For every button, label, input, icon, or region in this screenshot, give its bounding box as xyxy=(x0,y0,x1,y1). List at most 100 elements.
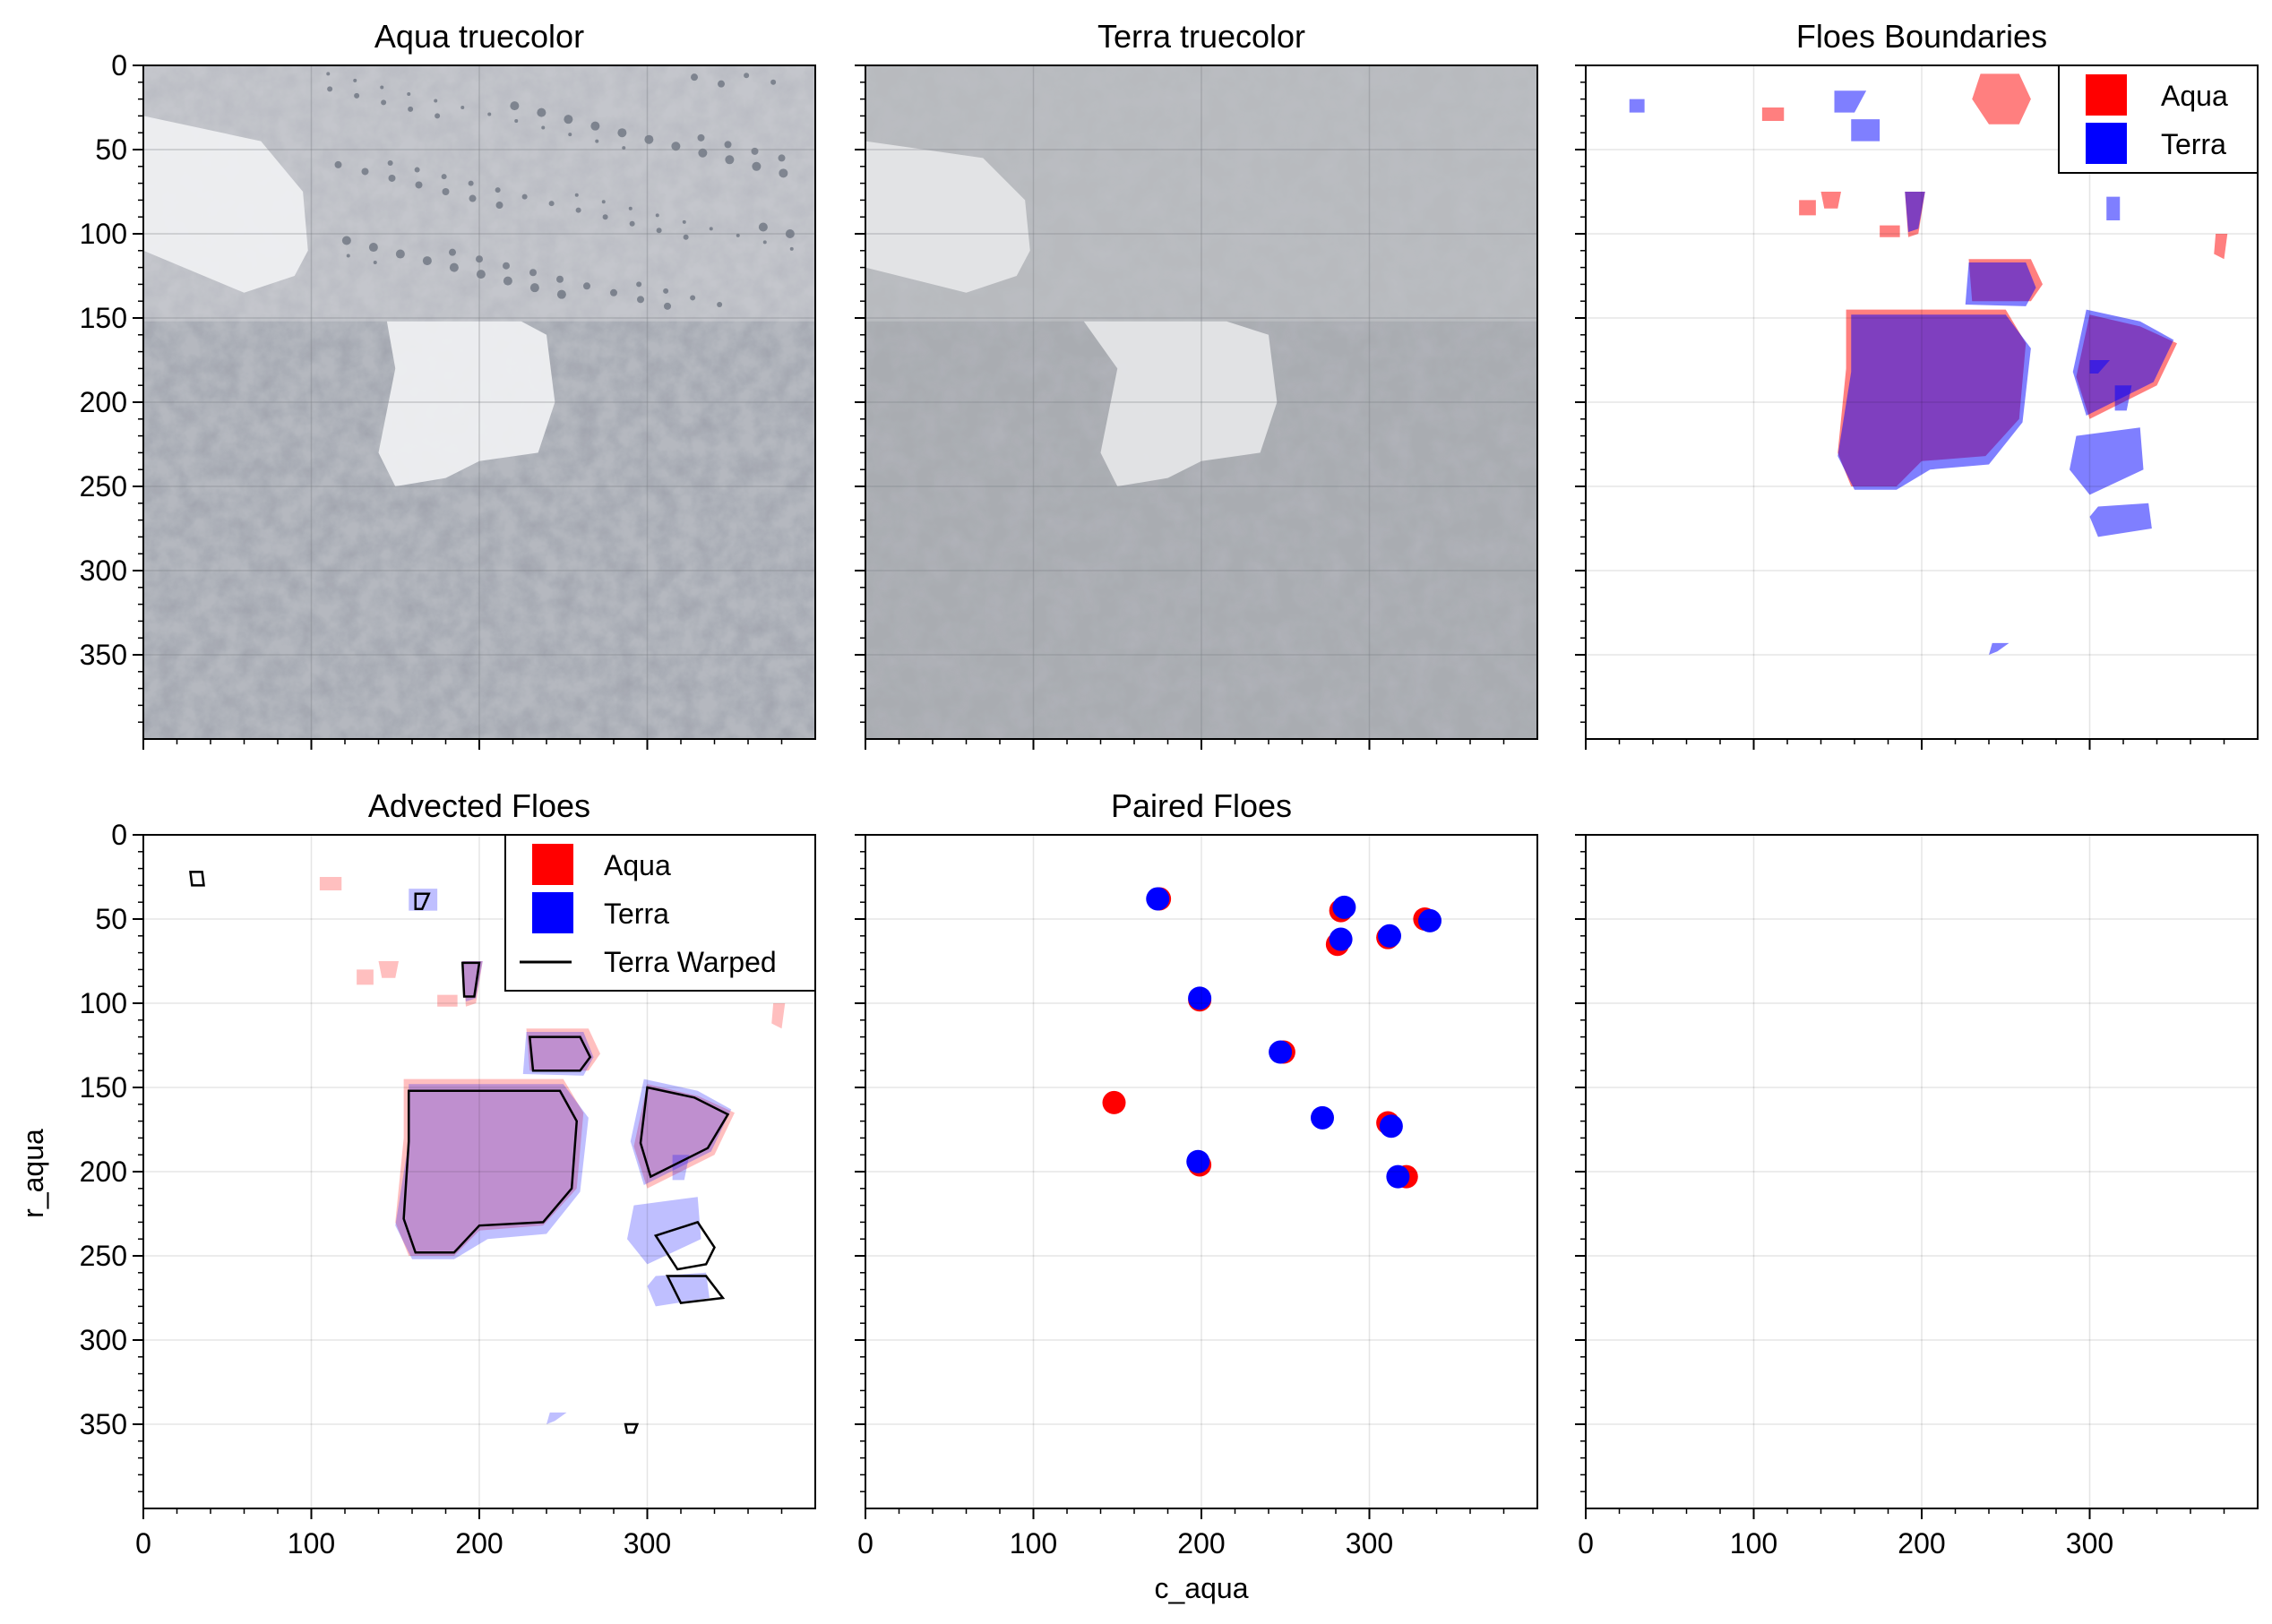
panel-title: Paired Floes xyxy=(1111,787,1292,824)
floe-area xyxy=(1834,90,1867,113)
y-tick-label: 200 xyxy=(80,1156,127,1188)
ice-floe xyxy=(143,116,308,293)
x-tick-label: 0 xyxy=(1578,1527,1594,1560)
dark-lead xyxy=(529,269,537,277)
dark-lead xyxy=(698,148,708,158)
dark-lead xyxy=(664,302,671,310)
dark-lead xyxy=(717,301,723,307)
dark-lead xyxy=(442,188,450,195)
dark-lead xyxy=(636,281,642,288)
dark-lead xyxy=(449,248,456,256)
dark-lead xyxy=(779,168,788,178)
floe-outline xyxy=(414,892,431,910)
dark-lead xyxy=(346,253,350,258)
scatter-point xyxy=(1378,924,1401,948)
x-tick-label: 200 xyxy=(1177,1527,1225,1560)
dark-lead xyxy=(495,202,503,210)
floe-area xyxy=(647,1272,710,1307)
y-tick-label: 100 xyxy=(80,218,127,250)
y-tick-label: 150 xyxy=(80,302,127,334)
x-tick-label: 300 xyxy=(1346,1527,1393,1560)
dark-lead xyxy=(537,107,546,117)
plot-area xyxy=(1586,65,2258,739)
dark-lead xyxy=(564,115,573,125)
floe-area xyxy=(522,1031,594,1076)
scatter-point xyxy=(1329,927,1353,951)
floe-outline xyxy=(528,1035,592,1072)
floe-outline xyxy=(665,1275,726,1304)
floe-area xyxy=(771,1003,786,1029)
dark-lead xyxy=(718,80,725,88)
legend-label: Terra xyxy=(2161,128,2226,160)
dark-lead xyxy=(762,240,767,245)
floe-area xyxy=(2114,385,2132,411)
floe-area xyxy=(1629,99,1645,113)
floe-area xyxy=(1837,314,2031,490)
dark-lead xyxy=(541,125,546,130)
floe-area xyxy=(1989,642,2010,655)
dark-lead xyxy=(622,146,626,150)
dark-lead xyxy=(610,288,617,296)
y-tick-label: 50 xyxy=(95,133,127,166)
plot-area xyxy=(865,65,1537,739)
x-tick-label: 0 xyxy=(135,1527,151,1560)
dark-lead xyxy=(368,243,378,253)
dark-lead xyxy=(381,99,387,106)
x-tick-label: 100 xyxy=(1730,1527,1777,1560)
dark-lead xyxy=(583,282,590,290)
dark-lead xyxy=(724,141,732,149)
floe-area xyxy=(357,969,374,985)
scatter-point xyxy=(1186,1149,1210,1173)
panel-title: Terra truecolor xyxy=(1097,18,1305,55)
plot-area xyxy=(143,835,815,1508)
dark-lead xyxy=(601,200,606,204)
dark-lead xyxy=(655,213,659,218)
dark-lead xyxy=(387,160,393,167)
legend-label: Aqua xyxy=(2161,80,2228,112)
x-axis-label: c_aqua xyxy=(1155,1572,1249,1604)
floe-outline xyxy=(460,961,481,998)
legend-label: Aqua xyxy=(604,849,671,881)
y-tick-label: 250 xyxy=(80,1240,127,1272)
floe-area xyxy=(437,994,458,1007)
dark-lead xyxy=(574,193,579,197)
dark-lead xyxy=(361,168,369,176)
floe-area xyxy=(546,1412,567,1424)
scatter-point xyxy=(1102,1090,1126,1114)
dark-lead xyxy=(691,73,698,82)
x-tick-label: 300 xyxy=(624,1527,671,1560)
panel-paired-floes: 0 100 200 300 Paired Floes c_aqua xyxy=(855,787,1538,1604)
dark-lead xyxy=(414,167,420,173)
dark-lead xyxy=(380,85,384,90)
dark-lead xyxy=(395,249,405,259)
floe-area xyxy=(1972,73,2031,125)
dark-lead xyxy=(575,207,581,213)
dark-lead xyxy=(744,73,750,79)
y-tick-label: 200 xyxy=(80,386,127,418)
y-tick-label: 350 xyxy=(80,1408,127,1440)
dark-lead xyxy=(469,194,477,202)
ice-floe xyxy=(378,321,555,486)
dark-lead xyxy=(408,106,414,112)
x-tick-label: 100 xyxy=(1010,1527,1057,1560)
floe-area xyxy=(378,961,399,978)
dark-lead xyxy=(656,228,662,234)
legend-label: Terra Warped xyxy=(604,946,777,978)
scatter-point xyxy=(1332,895,1356,919)
ice-floe xyxy=(1083,321,1278,486)
dark-lead xyxy=(354,92,360,99)
dark-lead xyxy=(663,288,669,294)
ice-floe xyxy=(865,141,1030,293)
legend: Aqua Terra xyxy=(2058,64,2259,174)
dark-lead xyxy=(334,160,342,168)
scatter-point xyxy=(1269,1040,1293,1064)
panel-title: Floes Boundaries xyxy=(1796,18,2047,55)
dark-lead xyxy=(529,283,539,293)
dark-lead xyxy=(556,289,566,299)
scatter-point xyxy=(1379,1114,1403,1139)
floe-area xyxy=(2089,503,2152,537)
legend: Aqua Terra Terra Warped xyxy=(504,834,816,992)
panel-floes-boundaries: Floes Boundaries Aqua Terra xyxy=(1575,18,2259,750)
x-tick-label: 0 xyxy=(857,1527,874,1560)
